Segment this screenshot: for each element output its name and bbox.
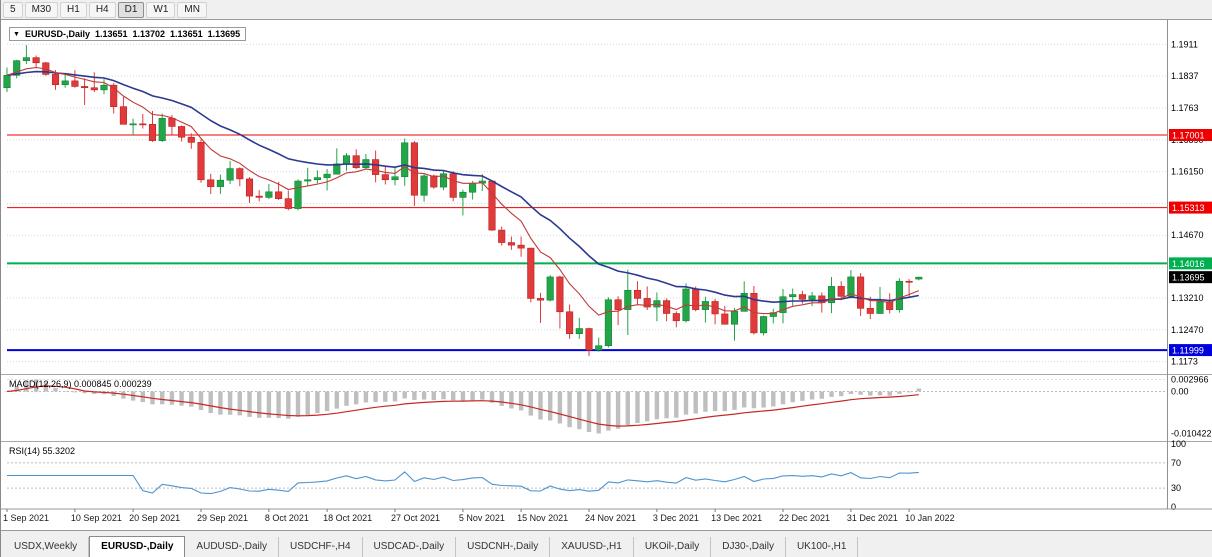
svg-text:27 Oct 2021: 27 Oct 2021 (391, 513, 440, 523)
svg-text:1.13210: 1.13210 (1171, 293, 1204, 303)
chart-tab-xauusd-h1[interactable]: XAUUSD-,H1 (550, 537, 634, 557)
svg-text:-0.010422: -0.010422 (1171, 428, 1212, 438)
svg-text:29 Sep 2021: 29 Sep 2021 (197, 513, 248, 523)
svg-text:1 Sep 2021: 1 Sep 2021 (3, 513, 49, 523)
svg-text:20 Sep 2021: 20 Sep 2021 (129, 513, 180, 523)
rsi-panel (7, 462, 1167, 495)
timeframe-button-h1[interactable]: H1 (60, 1, 87, 18)
chart-ohlc-header: ▼ EURUSD-,Daily 1.13651 1.13702 1.13651 … (9, 27, 247, 41)
timeframe-toolbar: 5 M30 H1 H4 D1 W1 MN (1, 0, 1212, 20)
svg-text:24 Nov 2021: 24 Nov 2021 (585, 513, 636, 523)
svg-text:1.1837: 1.1837 (1171, 71, 1199, 81)
svg-text:1.11999: 1.11999 (1172, 346, 1204, 356)
ohlc-close: 1.13695 (207, 29, 241, 39)
svg-text:8 Oct 2021: 8 Oct 2021 (265, 513, 309, 523)
svg-text:1.14016: 1.14016 (1172, 259, 1205, 269)
panel-splitters[interactable] (1, 20, 1212, 509)
svg-text:22 Dec 2021: 22 Dec 2021 (779, 513, 830, 523)
svg-text:100: 100 (1171, 439, 1186, 449)
dropdown-triangle-icon[interactable]: ▼ (13, 30, 20, 38)
svg-text:70: 70 (1171, 458, 1181, 468)
svg-text:1.14670: 1.14670 (1171, 230, 1204, 240)
rsi-indicator-label: RSI(14) 55.3202 (9, 446, 76, 456)
svg-text:1.1763: 1.1763 (1171, 103, 1199, 113)
chart-window: 1.19111.18371.17631.168901.161501.146701… (1, 20, 1212, 530)
timeframe-button-mn[interactable]: MN (177, 1, 207, 18)
svg-text:10 Sep 2021: 10 Sep 2021 (71, 513, 122, 523)
svg-text:18 Oct 2021: 18 Oct 2021 (323, 513, 372, 523)
chart-tabs-bar: USDX,Weekly EURUSD-,Daily AUDUSD-,Daily USD… (1, 530, 1212, 557)
ohlc-open: 1.13651 (94, 29, 128, 39)
candlesticks (3, 45, 923, 357)
ohlc-high: 1.13702 (132, 29, 166, 39)
svg-text:5 Nov 2021: 5 Nov 2021 (459, 513, 505, 523)
chart-title: EURUSD-,Daily (24, 29, 90, 39)
svg-text:1.15313: 1.15313 (1172, 203, 1205, 213)
svg-text:30: 30 (1171, 483, 1181, 493)
macd-panel (4, 379, 1167, 434)
svg-text:1.13695: 1.13695 (1172, 273, 1205, 283)
svg-text:1.12470: 1.12470 (1171, 325, 1204, 335)
timeframe-button-m30[interactable]: M30 (24, 1, 59, 18)
chart-tab-usdx-weekly[interactable]: USDX,Weekly (3, 537, 90, 557)
svg-text:13 Dec 2021: 13 Dec 2021 (711, 513, 762, 523)
svg-text:1.17001: 1.17001 (1172, 131, 1205, 141)
chart-tab-audusd-daily[interactable]: AUDUSD-,Daily (185, 537, 279, 557)
svg-text:3 Dec 2021: 3 Dec 2021 (653, 513, 699, 523)
svg-text:15 Nov 2021: 15 Nov 2021 (517, 513, 568, 523)
chart-tab-dj30-daily[interactable]: DJ30-,Daily (711, 537, 786, 557)
svg-text:0.002966: 0.002966 (1171, 375, 1209, 385)
price-gridlines (7, 43, 1167, 363)
timeframe-button-h4[interactable]: H4 (88, 1, 116, 18)
svg-text:31 Dec 2021: 31 Dec 2021 (847, 513, 898, 523)
macd-indicator-label: MACD(12,26,9) 0.000845 0.000239 (9, 379, 152, 389)
timeframe-button-d1[interactable]: D1 (117, 1, 145, 18)
moving-average-lines (6, 66, 920, 316)
svg-text:0: 0 (1171, 502, 1176, 512)
svg-text:10 Jan 2022: 10 Jan 2022 (905, 513, 955, 523)
ohlc-low: 1.13651 (170, 29, 203, 39)
svg-text:1.1911: 1.1911 (1171, 39, 1198, 49)
svg-text:0.00: 0.00 (1171, 386, 1189, 396)
date-axis[interactable]: 1 Sep 2021 10 Sep 2021 20 Sep 2021 29 Sep 2… (1, 508, 1212, 523)
chart-tab-usdcnh-daily[interactable]: USDCNH-,Daily (456, 537, 551, 557)
timeframe-button-5[interactable]: 5 (3, 1, 23, 18)
chart-tab-eurusd-daily[interactable]: EURUSD-,Daily (89, 536, 186, 557)
chart-tab-usdcad-daily[interactable]: USDCAD-,Daily (362, 537, 457, 557)
chart-tab-uk100-h1[interactable]: UK100-,H1 (785, 537, 859, 557)
chart-tab-usdchf-h4[interactable]: USDCHF-,H4 (278, 537, 363, 557)
price-badges[interactable]: 1.17001 1.15313 1.14016 1.11999 1.13695 (1169, 129, 1212, 357)
chart-canvas[interactable]: 1.19111.18371.17631.168901.161501.146701… (1, 20, 1212, 530)
svg-text:1.16150: 1.16150 (1171, 167, 1204, 177)
svg-text:1.1173: 1.1173 (1171, 357, 1198, 367)
chart-tab-ukoil-daily[interactable]: UKOil-,Daily (633, 537, 712, 557)
timeframe-button-w1[interactable]: W1 (146, 1, 176, 18)
horizontal-level-lines[interactable] (7, 134, 1167, 352)
